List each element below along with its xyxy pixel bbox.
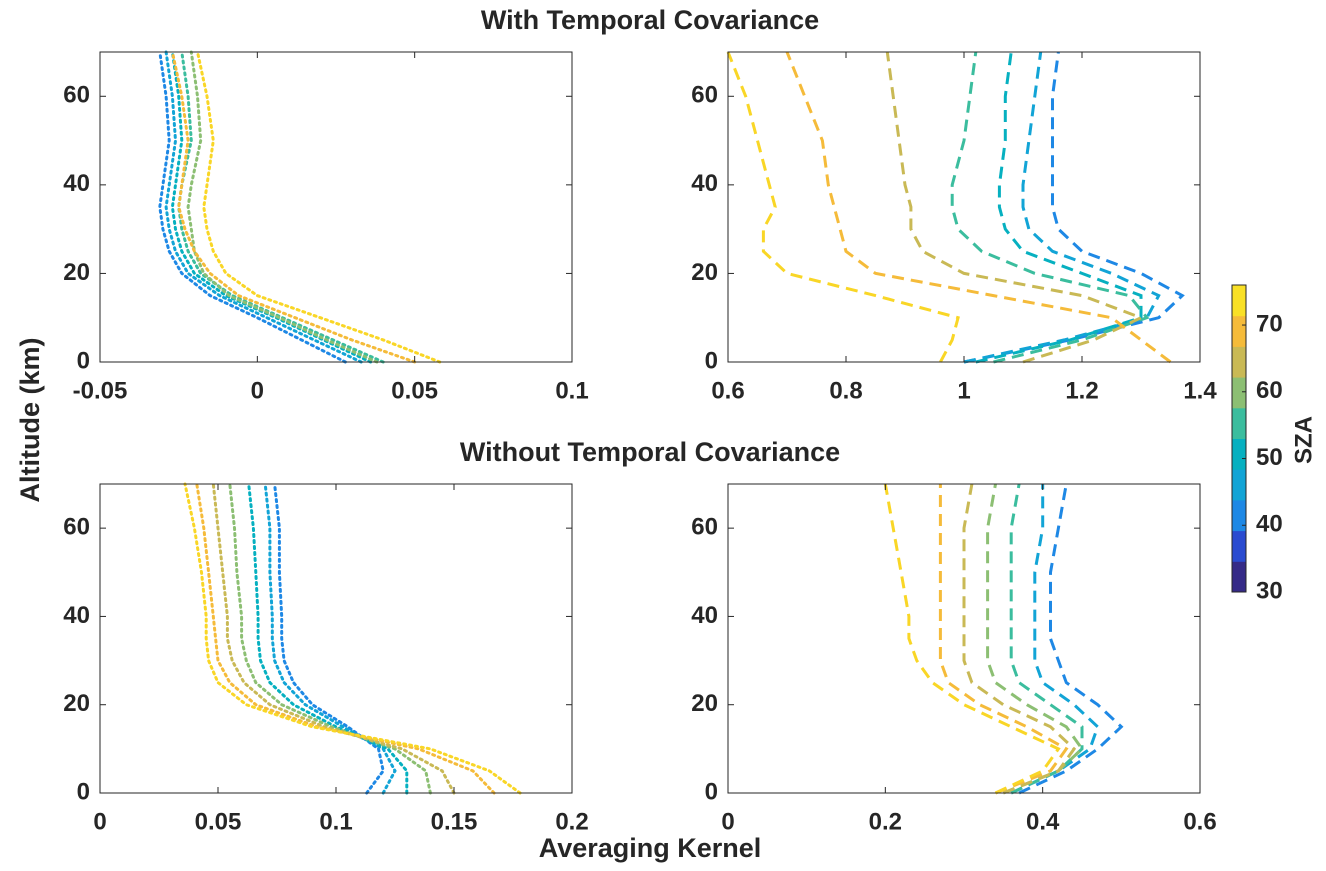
- x-tick-label: 0.8: [829, 377, 862, 404]
- x-tick-label: 0: [251, 377, 264, 404]
- profile-line: [263, 482, 397, 795]
- x-tick-label: 0.05: [391, 377, 438, 404]
- x-tick-label: 0.15: [431, 808, 478, 835]
- colorbar-band: [1232, 315, 1246, 347]
- colorbar-tick-label: 70: [1256, 310, 1283, 337]
- colorbar-band: [1232, 499, 1246, 532]
- colorbar-frame: [1231, 284, 1247, 593]
- profile-line: [273, 482, 385, 795]
- y-tick-label: 0: [705, 347, 718, 374]
- profile-line: [726, 51, 960, 363]
- profile-line: [986, 483, 1084, 795]
- x-tick-label: 0.4: [1026, 808, 1060, 835]
- x-tick-label: -0.05: [73, 377, 128, 404]
- x-tick-label: 0.1: [319, 808, 352, 835]
- profile-line: [950, 51, 1150, 364]
- profile-line: [211, 482, 456, 795]
- x-tick-label: 0.2: [555, 808, 588, 835]
- colorbar-band: [1232, 561, 1246, 593]
- colorbar-band: [1232, 285, 1246, 317]
- profile-line: [963, 51, 1161, 364]
- colorbar-band: [1232, 438, 1246, 470]
- axes-frame: [727, 51, 1201, 363]
- x-tick-label: 0: [93, 808, 106, 835]
- x-tick-label: 0.1: [555, 377, 588, 404]
- profile-line: [170, 50, 373, 364]
- profile-line: [962, 483, 1077, 795]
- axes-frame: [99, 51, 573, 363]
- y-tick-label: 20: [63, 690, 90, 717]
- colorbar-tick-label: 60: [1256, 377, 1283, 404]
- y-tick-label: 20: [63, 259, 90, 286]
- y-tick-label: 40: [691, 170, 718, 197]
- colorbar-band: [1232, 407, 1246, 439]
- profile-line: [885, 51, 1145, 364]
- colorbar-label: SZA: [1290, 416, 1317, 464]
- y-tick-label: 20: [691, 259, 718, 286]
- y-tick-label: 40: [63, 170, 90, 197]
- profile-line: [170, 50, 417, 364]
- y-tick-label: 60: [63, 82, 90, 109]
- y-tick-label: 0: [77, 778, 90, 805]
- y-tick-label: 60: [691, 82, 718, 109]
- panel-title: With Temporal Covariance: [481, 5, 819, 35]
- y-tick-label: 0: [77, 347, 90, 374]
- profile-line: [196, 50, 442, 364]
- x-tick-label: 0.6: [1183, 808, 1216, 835]
- profile-line: [158, 50, 347, 364]
- x-tick-label: 0.2: [869, 808, 902, 835]
- colorbar-tick-label: 50: [1256, 444, 1283, 471]
- profile-line: [883, 483, 1061, 795]
- profile-line: [247, 482, 409, 795]
- y-tick-label: 40: [63, 602, 90, 629]
- colorbar-band: [1232, 469, 1246, 501]
- y-tick-label: 0: [705, 778, 718, 805]
- panel-title: Without Temporal Covariance: [460, 437, 840, 467]
- profile-line: [164, 50, 363, 364]
- x-tick-label: 0: [721, 808, 734, 835]
- y-axis-label: Altitude (km): [15, 338, 45, 503]
- colorbar-tick-label: 40: [1256, 511, 1283, 538]
- colorbar-band: [1232, 530, 1246, 562]
- profile-line: [975, 51, 1143, 364]
- colorbar-tick-label: 30: [1256, 577, 1283, 604]
- colorbar-band: [1232, 377, 1246, 409]
- profile-line: [1009, 483, 1084, 795]
- profile-line: [177, 50, 385, 364]
- x-tick-label: 0.6: [711, 377, 744, 404]
- profile-line: [183, 482, 522, 795]
- profile-line: [938, 484, 1069, 795]
- x-axis-label: Averaging Kernel: [539, 833, 762, 863]
- x-tick-label: 1.4: [1183, 377, 1217, 404]
- profile-line: [186, 50, 379, 364]
- profile-line: [228, 482, 432, 795]
- y-tick-label: 40: [691, 602, 718, 629]
- x-tick-label: 1.2: [1065, 377, 1098, 404]
- axes-frame: [727, 483, 1201, 794]
- profile-line: [1010, 484, 1100, 795]
- profile-line: [785, 51, 1172, 364]
- x-tick-label: 1: [957, 377, 970, 404]
- colorbar-band: [1232, 346, 1246, 378]
- y-tick-label: 60: [691, 513, 718, 540]
- y-tick-label: 60: [63, 513, 90, 540]
- x-tick-label: 0.05: [195, 808, 242, 835]
- profile-line: [1018, 483, 1124, 795]
- profile-line: [195, 482, 496, 795]
- y-tick-label: 20: [691, 690, 718, 717]
- axes-frame: [99, 483, 573, 794]
